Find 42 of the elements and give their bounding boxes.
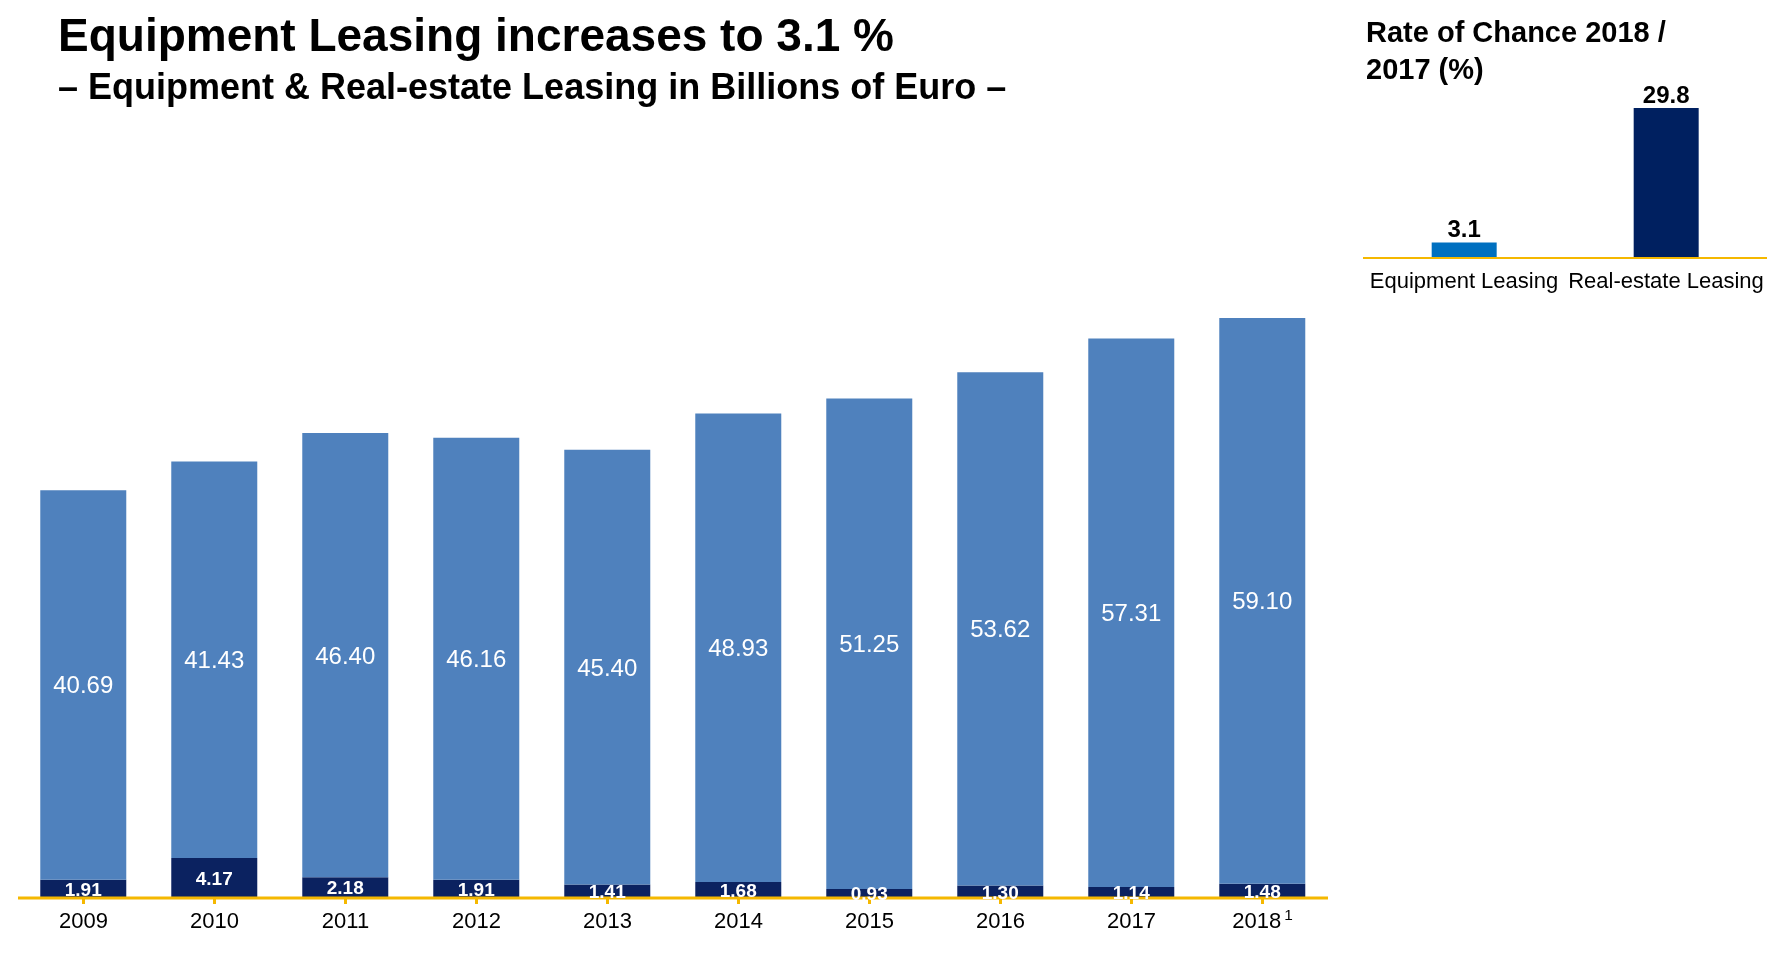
x-tick-label: 2015 [845,908,894,933]
chart-title: Equipment Leasing increases to 3.1 % [58,8,894,62]
data-label: 48.93 [708,634,769,662]
x-tick-label: 2017 [1107,908,1156,933]
data-label: 1.91 [457,878,496,900]
data-label: 1.48 [1243,880,1281,902]
data-label: 41.43 [184,646,245,674]
data-label: 45.40 [577,653,638,681]
data-label: 3.1 [1447,215,1481,243]
data-label: 1.41 [588,881,627,902]
data-label: 59.10 [1232,587,1293,615]
data-label: 1.91 [64,878,103,900]
x-tick-label: 2010 [190,908,239,933]
data-label: 46.16 [446,645,507,673]
bar [171,461,258,859]
data-label: 53.62 [970,615,1031,643]
bar [1088,338,1175,888]
bar [302,432,389,878]
x-tick-label: 2014 [714,908,763,933]
bar [1219,318,1306,884]
data-label: 4.17 [195,867,233,889]
x-tick-label: 2011 [321,908,370,933]
bar [564,449,651,885]
bar [433,437,520,880]
data-label: 2.18 [326,877,364,899]
data-label: 1.68 [719,879,757,901]
x-tick-label: 2012 [452,908,501,933]
bar [171,858,258,898]
data-label: 51.25 [839,630,900,658]
data-label: 46.40 [315,641,376,669]
x-tick-label: 2009 [59,908,108,933]
chart-subtitle: – Equipment & Real-estate Leasing in Billions of Euro – [58,66,1007,108]
x-tick-label: Real-estate Leasing [1568,267,1764,293]
x-tick-label: Equipment Leasing [1369,267,1559,293]
x-tick-label: 2018$^{1}$ [1232,905,1293,933]
x-tick-label: 2013 [583,908,632,933]
data-label: 57.31 [1101,599,1162,627]
x-tick-label: 2016 [976,908,1025,933]
bar [40,490,127,880]
bar [695,413,782,882]
data-label: 40.69 [53,671,114,699]
bar [957,372,1044,886]
